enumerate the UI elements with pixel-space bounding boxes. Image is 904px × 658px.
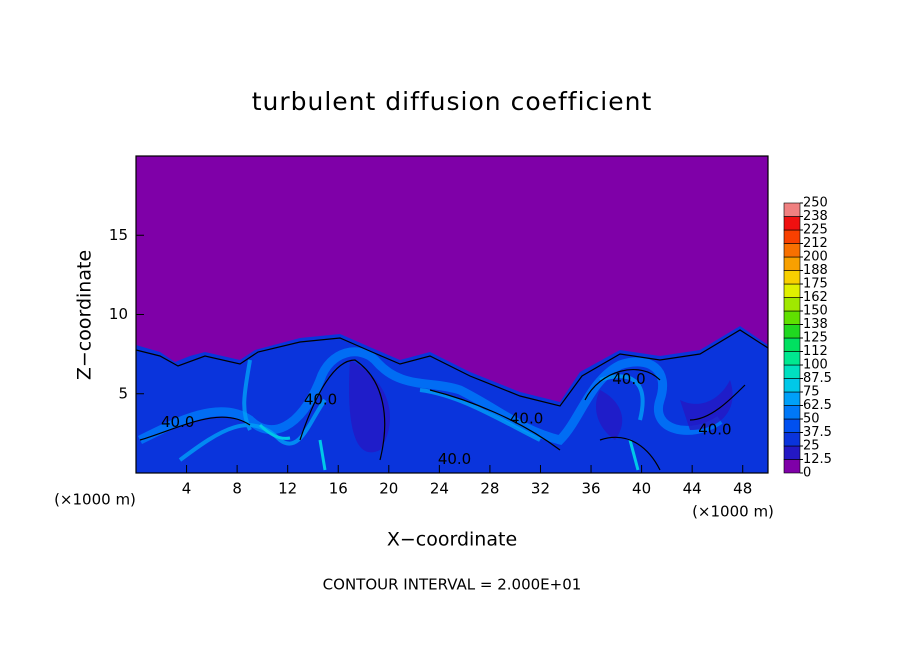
- colorbar-bin: [783, 351, 801, 366]
- colorbar-tick-label: 75: [803, 385, 820, 400]
- y-tick-label: 5: [118, 384, 128, 402]
- colorbar-tick-label: 200: [803, 250, 828, 265]
- contour-label: 40.0: [438, 450, 471, 468]
- x-tick-label: 32: [531, 480, 550, 498]
- contour-label: 40.0: [612, 370, 645, 388]
- x-tick-label: 28: [480, 480, 499, 498]
- colorbar-tick-label: 62.5: [803, 398, 832, 413]
- colorbar-tick-label: 212: [803, 236, 828, 251]
- y-tick-label: 15: [109, 226, 128, 244]
- colorbar-tick-label: 0: [803, 466, 811, 481]
- x-unit-label: (×1000 m): [692, 503, 774, 521]
- colorbar-bin: [783, 270, 801, 285]
- colorbar-bin: [783, 432, 801, 447]
- x-axis-label: X−coordinate: [387, 529, 517, 551]
- y-unit-label: (×1000 m): [54, 491, 136, 509]
- x-tick-label: 48: [733, 480, 752, 498]
- field-band: [258, 423, 640, 471]
- colorbar-bin: [783, 459, 801, 474]
- colorbar-tick-label: 175: [803, 277, 828, 292]
- colorbar-bin: [783, 243, 801, 258]
- colorbar-bin: [783, 229, 801, 244]
- x-tick-label: 16: [329, 480, 348, 498]
- contour-label: 40.0: [304, 391, 337, 409]
- annotation: CONTOUR INTERVAL = 2.000E+01: [323, 576, 582, 594]
- colorbar-bin: [783, 256, 801, 271]
- colorbar-bin: [783, 283, 801, 298]
- colorbar-tick-label: 25: [803, 439, 820, 454]
- colorbar-bin: [783, 405, 801, 420]
- colorbar-tick-label: 12.5: [803, 452, 832, 467]
- chart-title: turbulent diffusion coefficient: [252, 87, 653, 116]
- colorbar-bin: [783, 445, 801, 460]
- x-tick-label: 12: [278, 480, 297, 498]
- colorbar-tick-label: 37.5: [803, 425, 832, 440]
- contour-label: 40.0: [698, 421, 731, 439]
- contour-line: [136, 329, 768, 471]
- field: [136, 156, 768, 473]
- colorbar-tick-label: 87.5: [803, 371, 832, 386]
- colorbar-tick-label: 238: [803, 209, 828, 224]
- x-tick-label: 20: [379, 480, 398, 498]
- x-tick-label: 24: [430, 480, 449, 498]
- colorbar-tick-label: 100: [803, 358, 828, 373]
- colorbar-bin: [783, 216, 801, 231]
- field-band: [178, 359, 645, 462]
- colorbar-tick-label: 150: [803, 304, 828, 319]
- colorbar-tick-label: 125: [803, 331, 828, 346]
- contour-label: 40.0: [161, 413, 194, 431]
- colorbar-tick-label: 225: [803, 223, 828, 238]
- colorbar-bin: [783, 378, 801, 393]
- colorbar-tick-label: 162: [803, 290, 828, 305]
- colorbar-bin: [783, 337, 801, 352]
- x-tick-label: 36: [581, 480, 600, 498]
- colorbar-bin: [783, 324, 801, 339]
- colorbar-bin: [783, 418, 801, 433]
- colorbar-bin: [783, 391, 801, 406]
- colorbar-tick-label: 50: [803, 412, 820, 427]
- y-axis-label: Z−coordinate: [74, 250, 96, 380]
- x-tick-label: 8: [232, 480, 242, 498]
- colorbar-tick-label: 188: [803, 263, 828, 278]
- colorbar-bin: [783, 310, 801, 325]
- colorbar-tick-label: 138: [803, 317, 828, 332]
- colorbar-bin: [783, 297, 801, 312]
- x-tick-label: 44: [683, 480, 702, 498]
- colorbar-bin: [783, 202, 801, 217]
- colorbar-bin: [783, 364, 801, 379]
- x-tick-label: 4: [182, 480, 192, 498]
- y-tick-label: 10: [109, 305, 128, 323]
- colorbar-tick-label: 112: [803, 344, 828, 359]
- colorbar-tick-label: 250: [803, 196, 828, 211]
- x-tick-label: 40: [632, 480, 651, 498]
- contour-label: 40.0: [510, 410, 543, 428]
